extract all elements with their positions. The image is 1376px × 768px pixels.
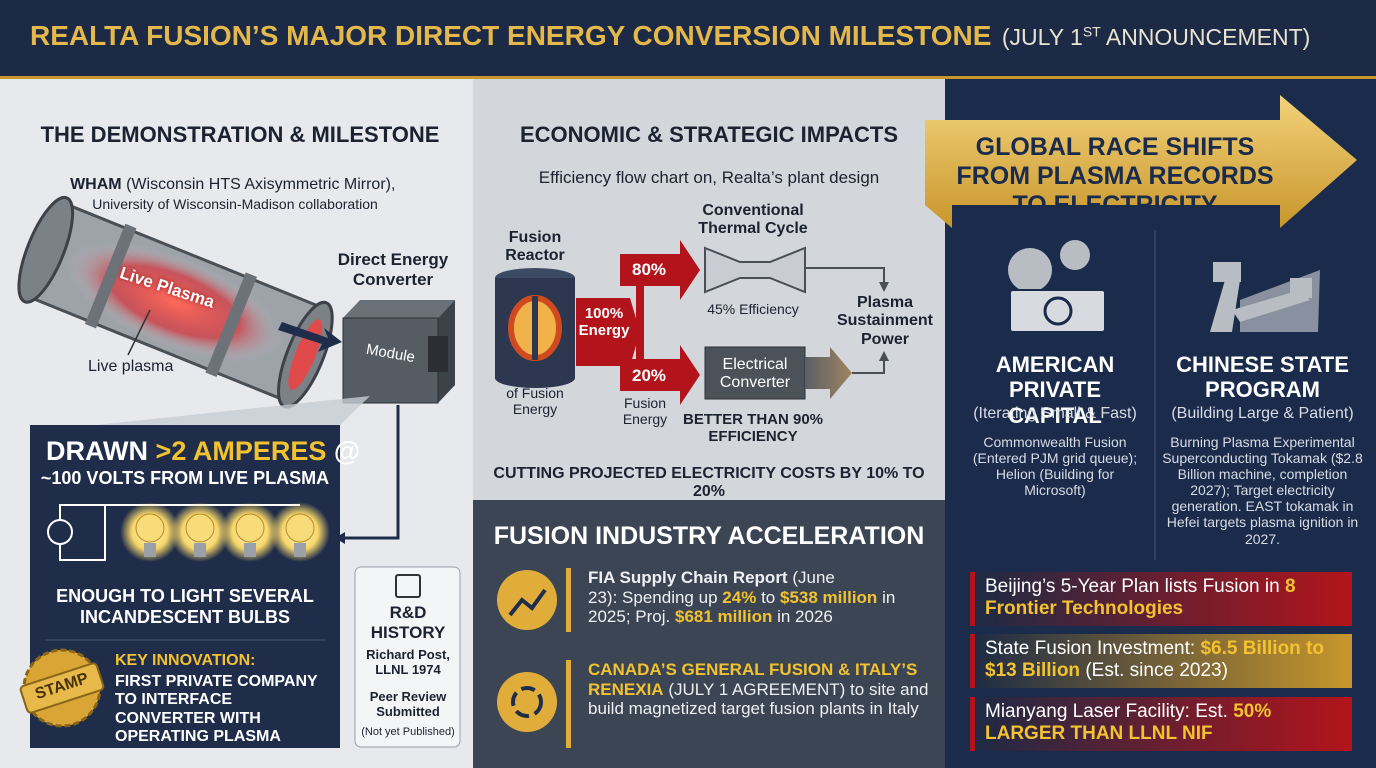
text-run: 8 Frontier Technologies [985,576,1296,619]
text-run: State Fusion Investment: [985,638,1196,659]
text-run: in 2026 [777,607,833,627]
collaboration: University of Wisconsin-Madison collabor… [92,196,378,212]
text-run: Spending up [622,587,718,607]
plasma-caption: Live plasma [88,358,174,375]
thermal-efficiency: 45% Efficiency [707,301,799,317]
banner: GLOBAL RACE SHIFTS FROM PLASMA RECORDS T… [956,133,1274,219]
section-heading: FUSION INDUSTRY ACCELERATION [493,522,925,550]
history-note: (Not yet Published) [361,726,455,738]
bulbs: ENOUGH TO LIGHT SEVERAL INCANDESCENT BUL… [56,586,314,627]
header: REALTA FUSION’S MAJOR DIRECT ENERGY CONV… [30,20,1360,52]
innovation-text: FIRST PRIVATE COMPANY TO INTERFACE CONVE… [115,673,318,746]
text-run: in 2025; [588,587,896,627]
history-review: Peer Review Submitted [369,689,447,719]
direct-caption: Fusion Energy [622,395,668,428]
section-heading: THE DEMONSTRATION & MILESTONE [40,122,440,147]
text-run: (June 23): [588,568,835,607]
text-run: (JULY 1 AGREEMENT) [668,679,846,699]
text-run: @ [333,436,361,466]
acceleration-item: CANADA’S GENERAL FUSION & ITALY’S RENEXI… [588,660,933,719]
direct-share: 20% [631,366,667,385]
text-run: to site and build magnetized target fusi… [588,679,929,719]
thermal-share: 80% [631,260,667,279]
history-heading: R&D HISTORY [370,603,446,642]
device: WHAM (Wisconsin HTS Axisymmetric Mirror), [40,176,430,194]
date: (JULY 1ST ANNOUNCEMENT) [1001,23,1311,50]
section-heading: ECONOMIC & STRATEGIC IMPACTS [519,122,899,147]
column-subtitle: (Building Large & Patient) [1171,405,1354,422]
subtitle: Efficiency flow chart on, Realta’s plant… [538,168,880,187]
output: Plasma Sustainment Power [836,294,933,348]
date-sup: ST [1082,23,1101,40]
text-run: $681 million [675,607,773,627]
text-run: CANADA’S GENERAL FUSION & ITALY’S RENEXI… [588,660,918,699]
reactor: Fusion Reactor [505,229,565,265]
text-run: Est. [1195,701,1228,722]
column-title: CHINESE STATE PROGRAM [1176,352,1349,403]
date-text: (JULY 1 [1001,24,1083,50]
column-text: Burning Plasma Experimental Superconduct… [1162,434,1363,547]
innovation-heading: KEY INNOVATION: [115,652,256,669]
fact: State Fusion Investment: $6.5 Billion to … [985,638,1350,682]
text-run: Mianyang Laser Facility: [985,701,1190,722]
converter-label: Direct Energy Converter [337,250,449,289]
reactor-caption: of Fusion Energy [506,385,564,418]
text-run: >2 AMPERES [155,436,327,466]
fact: Mianyang Laser Facility: Est. 50% LARGER T… [985,701,1345,745]
conclusion: CUTTING PROJECTED ELECTRICITY COSTS BY 1… [493,465,925,501]
converter-efficiency: BETTER THAN 90% EFFICIENCY [682,411,824,446]
text-run: FIA Supply Chain Report [588,568,788,587]
text-run: $538 million [780,587,878,607]
column-title: AMERICAN PRIVATE CAPITAL [995,352,1115,428]
text-run: 24% [722,587,757,607]
text-run: (Est. since 2023) [1085,659,1228,681]
title: REALTA FUSION’S MAJOR DIRECT ENERGY CONV… [30,20,992,51]
result: DRAWN >2 AMPERES @ [46,436,360,467]
text-run: (Wisconsin HTS Axisymmetric Mirror), [126,176,396,193]
text-run: WHAM [70,176,122,193]
input-share: 100% Energy [578,305,630,340]
column-text: Commonwealth Fusion (Entered PJM grid qu… [972,434,1138,499]
acceleration-item: FIA Supply Chain Report (June 23): Spendin… [588,568,933,627]
date-text: ANNOUNCEMENT) [1105,24,1311,50]
converter: Electrical Converter [719,356,791,392]
thermal-label: Conventional Thermal Cycle [698,202,808,238]
volts: ~100 VOLTS FROM LIVE PLASMA [40,468,330,488]
text-run: Proj. [635,607,671,627]
text-run: DRAWN [46,436,148,466]
column-subtitle: (Iterating Small & Fast) [973,405,1137,422]
text-run: 50% LARGER THAN LLNL NIF [985,701,1272,744]
history-person: Richard Post, LLNL 1974 [366,647,450,677]
text-run: to [761,587,776,607]
fact: Beijing’s 5-Year Plan lists Fusion in 8 F… [985,576,1345,620]
text-run: Beijing’s 5-Year Plan lists Fusion in [985,576,1280,597]
text-run: $6.5 Billion to $13 Billion [985,638,1325,681]
